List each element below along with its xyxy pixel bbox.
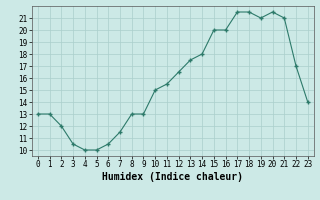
X-axis label: Humidex (Indice chaleur): Humidex (Indice chaleur) xyxy=(102,172,243,182)
